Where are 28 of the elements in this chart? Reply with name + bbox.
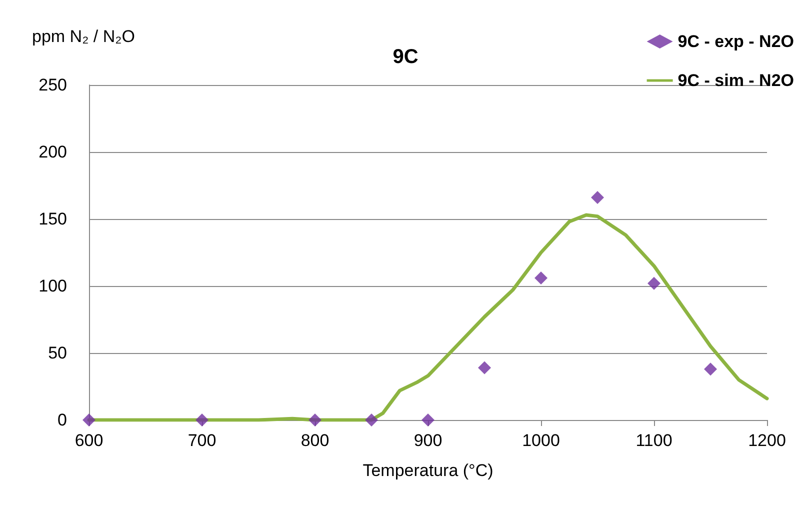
point: [591, 191, 604, 204]
y-tick-label: 50: [48, 344, 67, 362]
x-tick-label: 800: [300, 431, 330, 450]
chart-title: 9C: [392, 46, 418, 68]
point: [704, 362, 717, 376]
x-tick-label: 700: [188, 431, 216, 450]
y-tick-label: 0: [58, 410, 67, 430]
x-tick-label: 600: [74, 431, 104, 450]
legend-label: 9C - sim - N2O: [678, 71, 794, 90]
point: [196, 414, 208, 426]
x-tick-label: 1200: [748, 431, 786, 450]
y-tick-label: 200: [38, 142, 67, 162]
x-tick-label: 900: [414, 431, 442, 450]
point: [422, 414, 434, 426]
y-tick-label: 150: [38, 210, 67, 228]
x-axis-title: Temperatura (°C): [362, 461, 494, 480]
point: [478, 361, 491, 374]
y-axis-title: ppm N₂ / N₂O: [32, 27, 135, 46]
x-tick-label: 1000: [522, 431, 560, 450]
x-tick-label: 1100: [636, 431, 672, 450]
point: [308, 414, 322, 426]
point: [365, 414, 378, 426]
legend-label: 9C - exp - N2O: [678, 32, 794, 51]
point: [534, 271, 548, 284]
y-tick-label: 100: [38, 276, 67, 296]
point: [82, 414, 96, 426]
point: [648, 276, 660, 290]
y-tick-label: 250: [38, 76, 67, 94]
